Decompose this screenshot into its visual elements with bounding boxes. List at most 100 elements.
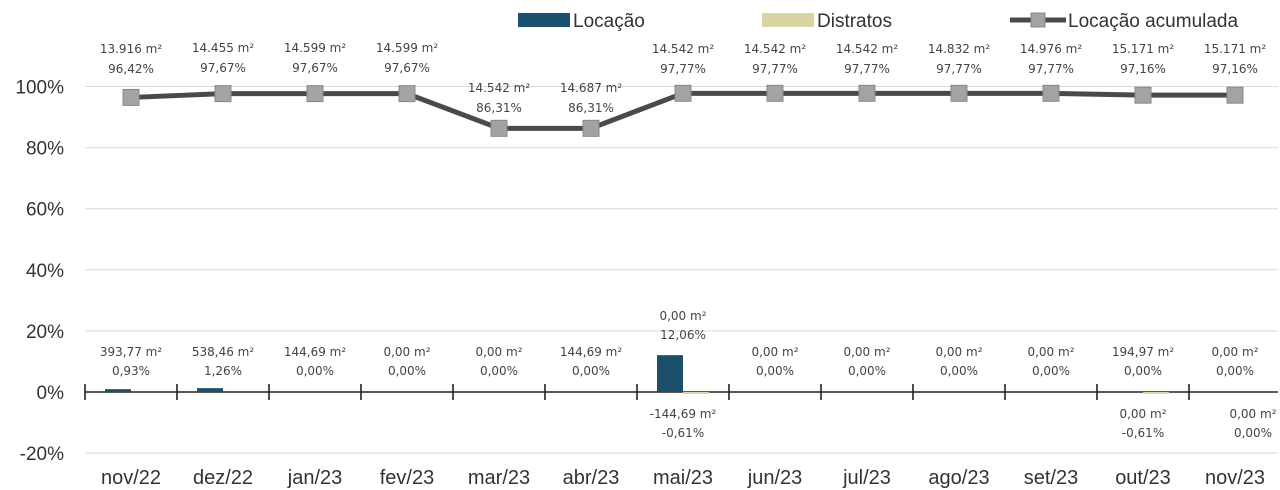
bar-label-pct: 0,00% (940, 364, 978, 378)
bar-label-area: 0,00 m² (659, 309, 706, 323)
bar-label-area: 393,77 m² (100, 345, 162, 359)
line-label-area: 14.542 m² (468, 81, 530, 95)
bar-label-pct: 0,00% (388, 364, 426, 378)
line-label-pct: 86,31% (568, 101, 614, 115)
y-tick-label: 100% (15, 78, 64, 99)
bar-label-area: 144,69 m² (560, 345, 622, 359)
line-marker (674, 84, 692, 102)
line-label-pct: 97,77% (936, 62, 982, 76)
bar-label-pct: 0,00% (756, 364, 794, 378)
x-tick-label: abr/23 (563, 467, 620, 489)
x-tick-label: set/23 (1024, 467, 1078, 489)
bar-label-pct: 0,00% (296, 364, 334, 378)
x-tick-label: mai/23 (653, 467, 713, 489)
bar-distratos (1143, 392, 1169, 394)
bar-label-pct: 1,26% (204, 364, 242, 378)
bar-label-area: 0,00 m² (1027, 345, 1074, 359)
line-label-area: 14.687 m² (560, 81, 622, 95)
x-tick-label: nov/22 (101, 467, 161, 489)
y-tick-label: 60% (26, 200, 64, 221)
line-label-pct: 97,77% (1028, 62, 1074, 76)
bar-label-pct: 0,93% (112, 364, 150, 378)
line-label-pct: 97,16% (1212, 62, 1258, 76)
x-tick-label: jul/23 (842, 467, 891, 489)
line-label-pct: 96,42% (108, 62, 154, 76)
line-marker (766, 84, 784, 102)
line-label-pct: 97,77% (752, 62, 798, 76)
line-label-area: 14.542 m² (836, 42, 898, 56)
line-marker (1134, 86, 1152, 104)
line-label-pct: 86,31% (476, 101, 522, 115)
x-tick-label: out/23 (1115, 467, 1171, 489)
x-tick-label: jan/23 (287, 467, 343, 489)
bars (105, 355, 1169, 394)
line-label-area: 14.976 m² (1020, 42, 1082, 56)
legend-swatch (762, 13, 814, 27)
y-tick-label: -20% (20, 444, 64, 465)
line-marker (398, 85, 416, 103)
y-tick-label: 40% (26, 261, 64, 282)
x-tick-label: ago/23 (928, 467, 989, 489)
distratos-label-pct: -0,61% (662, 426, 704, 440)
distratos-label-pct: 0,00% (1234, 426, 1272, 440)
bar-label-pct: 0,00% (1124, 364, 1162, 378)
x-tick-label: jun/23 (747, 467, 803, 489)
line-label-area: 14.832 m² (928, 42, 990, 56)
line-marker (582, 119, 600, 137)
line-label-area: 14.542 m² (652, 42, 714, 56)
line-marker (490, 119, 508, 137)
line-marker (214, 85, 232, 103)
line-label-area: 15.171 m² (1112, 42, 1174, 56)
x-tick-label: dez/22 (193, 467, 253, 489)
distratos-label-area: -144,69 m² (650, 407, 717, 421)
bar-label-area: 0,00 m² (383, 345, 430, 359)
legend-label: Locação acumulada (1068, 11, 1238, 32)
line-marker (1226, 86, 1244, 104)
line-label-area: 14.599 m² (284, 41, 346, 55)
line-label-area: 14.542 m² (744, 42, 806, 56)
bar-label-pct: 0,00% (1032, 364, 1070, 378)
line-label-pct: 97,16% (1120, 62, 1166, 76)
gridlines (85, 86, 1278, 454)
bar-label-pct: 0,00% (1216, 364, 1254, 378)
x-tick-label: mar/23 (468, 467, 530, 489)
bar-label-area: 0,00 m² (751, 345, 798, 359)
line-label-pct: 97,67% (200, 61, 246, 75)
line-label-pct: 97,67% (384, 61, 430, 75)
line-label-area: 14.599 m² (376, 41, 438, 55)
y-axis-labels: 100% 80% 60% 40% 20% 0% -20% (15, 78, 64, 466)
bar-label-pct: 0,00% (848, 364, 886, 378)
bar-label-area: 194,97 m² (1112, 345, 1174, 359)
bar-label-pct: 0,00% (572, 364, 610, 378)
cumulative-line (122, 84, 1244, 137)
line-label-pct: 97,67% (292, 61, 338, 75)
y-tick-label: 0% (37, 383, 65, 404)
distratos-label-pct: -0,61% (1122, 426, 1164, 440)
legend: Locação Distratos Locação acumulada (518, 11, 1238, 32)
bar-label-pct: 12,06% (660, 328, 706, 342)
legend-label: Distratos (817, 11, 892, 32)
bar-label-area: 0,00 m² (843, 345, 890, 359)
data-labels: 13.916 m² 96,42% 14.455 m² 97,67% 14.599 m² 9… (100, 41, 1277, 440)
bar-locacao (657, 355, 683, 392)
line-marker (122, 88, 140, 106)
legend-swatch (518, 13, 570, 27)
bar-distratos (683, 392, 709, 394)
line-marker (858, 84, 876, 102)
line-label-area: 13.916 m² (100, 42, 162, 56)
line-label-pct: 97,77% (660, 62, 706, 76)
distratos-label-area: 0,00 m² (1119, 407, 1166, 421)
line-label-area: 14.455 m² (192, 41, 254, 55)
x-tick-label: fev/23 (380, 467, 434, 489)
bar-label-area: 0,00 m² (1211, 345, 1258, 359)
x-tick-label: nov/23 (1205, 467, 1265, 489)
legend-label: Locação (573, 11, 645, 32)
bar-label-area: 538,46 m² (192, 345, 254, 359)
bar-label-pct: 0,00% (480, 364, 518, 378)
y-tick-label: 80% (26, 139, 64, 160)
bar-label-area: 0,00 m² (475, 345, 522, 359)
distratos-label-area: 0,00 m² (1229, 407, 1276, 421)
line-marker (950, 84, 968, 102)
line-label-area: 15.171 m² (1204, 42, 1266, 56)
